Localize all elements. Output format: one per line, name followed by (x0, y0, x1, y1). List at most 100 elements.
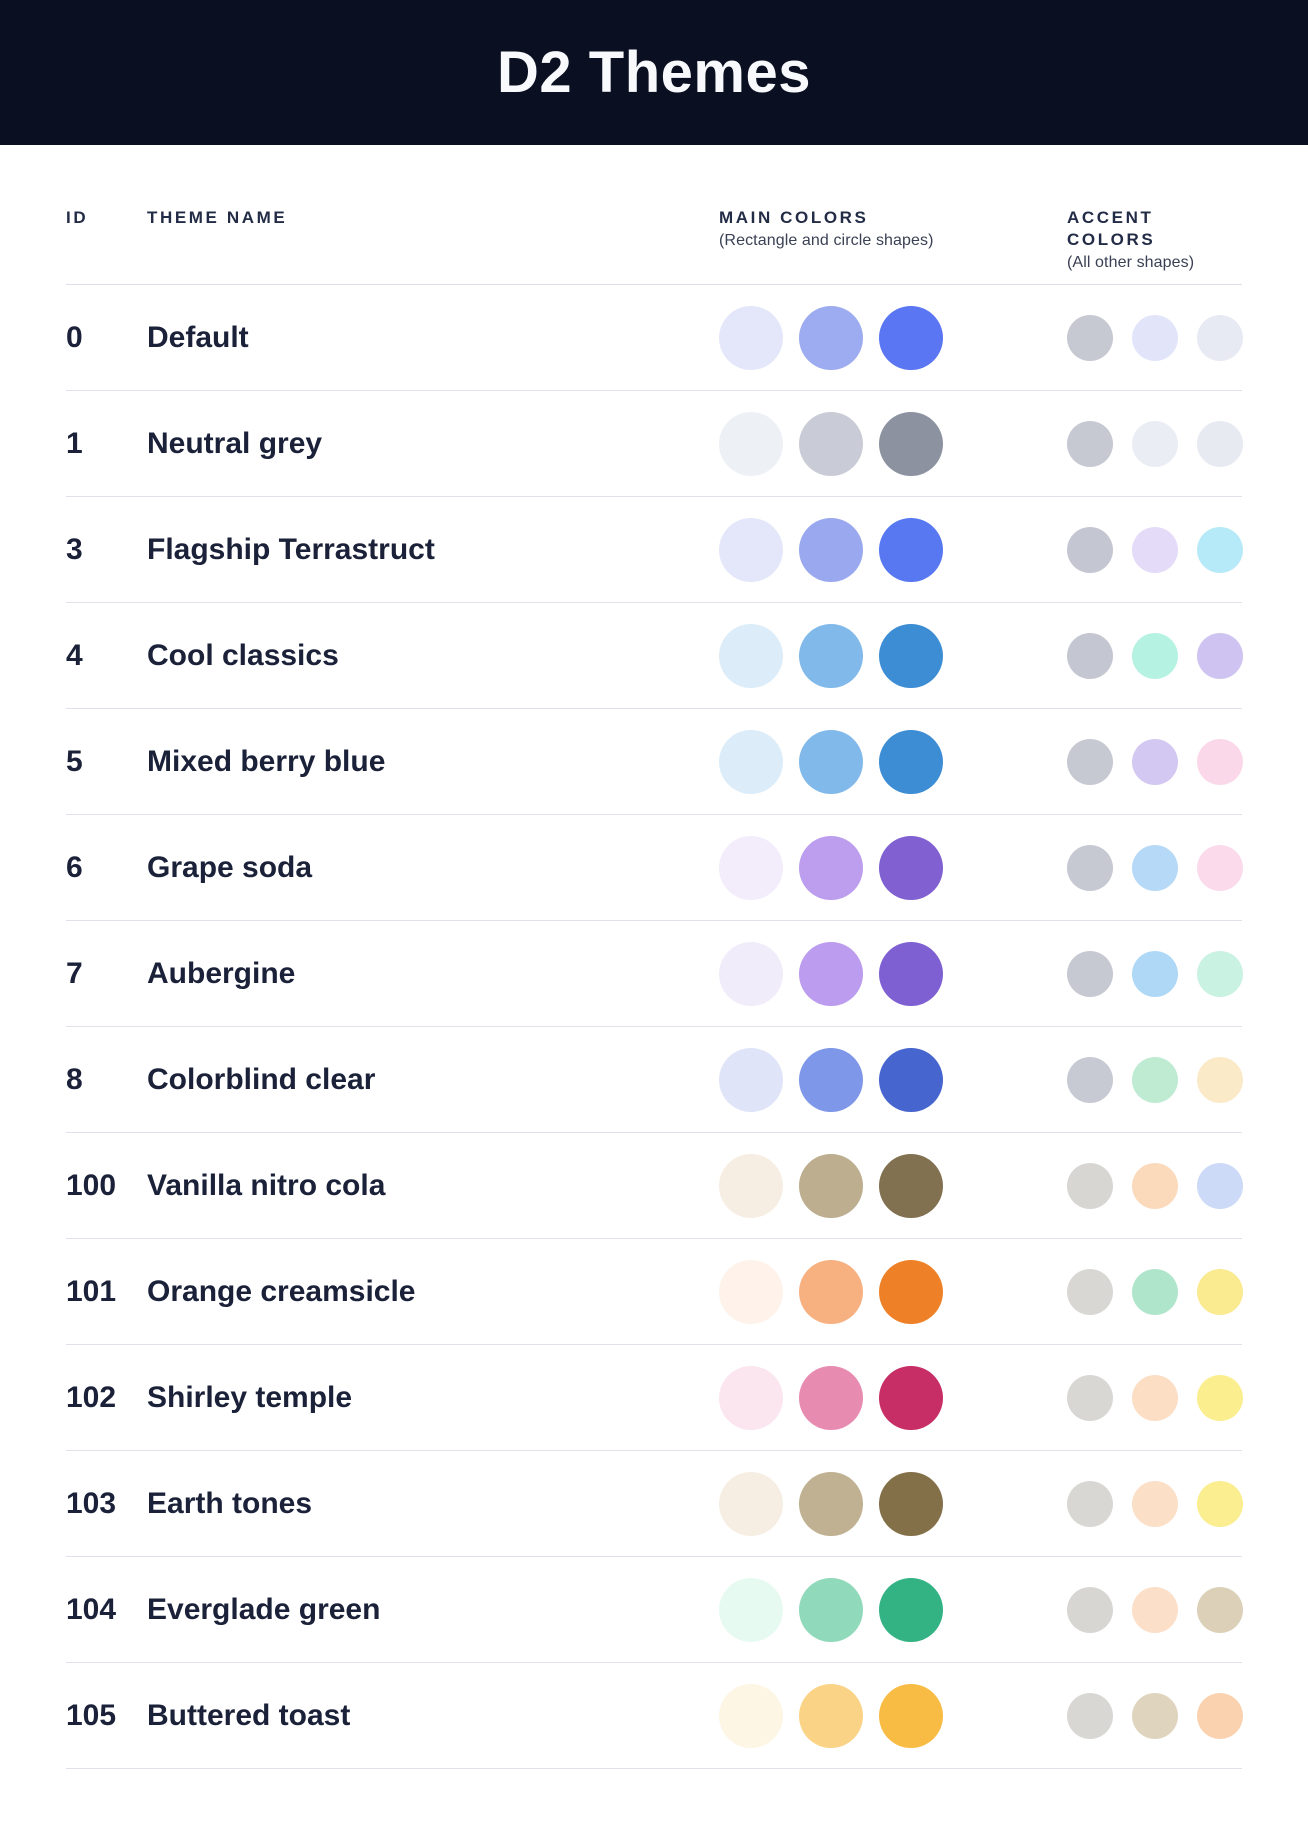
main-color-swatch-3 (879, 623, 943, 688)
theme-name: Buttered toast (147, 1698, 351, 1732)
accent-color-swatch-3 (1197, 314, 1243, 361)
main-color-swatch-1 (719, 835, 783, 900)
accent-color-swatches (1067, 1056, 1243, 1103)
main-colors-sublabel: (Rectangle and circle shapes) (719, 232, 934, 249)
main-color-swatches (719, 1259, 1067, 1324)
theme-id: 103 (66, 1486, 117, 1520)
theme-row-aubergine: 7 Aubergine (66, 921, 1243, 1027)
accent-color-swatches (1067, 1586, 1243, 1633)
main-color-swatch-1 (719, 1471, 783, 1536)
main-color-swatch-3 (879, 1683, 943, 1748)
main-color-swatch-2 (799, 835, 863, 900)
accent-color-swatches (1067, 844, 1243, 891)
theme-id: 0 (66, 320, 83, 354)
main-color-swatch-3 (879, 517, 943, 582)
main-color-swatch-1 (719, 1259, 783, 1324)
main-color-swatch-1 (719, 517, 783, 582)
main-color-swatch-1 (719, 729, 783, 794)
main-color-swatch-3 (879, 1047, 943, 1112)
accent-color-swatch-1 (1067, 950, 1113, 997)
main-color-swatch-2 (799, 1153, 863, 1218)
accent-color-swatches (1067, 314, 1243, 361)
theme-id: 101 (66, 1274, 117, 1308)
theme-name: Grape soda (147, 850, 313, 884)
main-color-swatches (719, 1577, 1067, 1642)
accent-color-swatch-1 (1067, 1162, 1113, 1209)
main-color-swatches (719, 1365, 1067, 1430)
theme-id: 7 (66, 956, 83, 990)
accent-color-swatch-3 (1197, 738, 1243, 785)
main-color-swatch-2 (799, 1365, 863, 1430)
accent-color-swatch-3 (1197, 632, 1243, 679)
theme-row-grape-soda: 6 Grape soda (66, 815, 1243, 921)
accent-color-swatch-3 (1197, 1480, 1243, 1527)
theme-row-flagship-terrastruct: 3 Flagship Terrastruct (66, 497, 1243, 603)
accent-color-swatch-2 (1132, 950, 1178, 997)
main-color-swatch-2 (799, 1047, 863, 1112)
main-color-swatch-1 (719, 1047, 783, 1112)
theme-row-buttered-toast: 105 Buttered toast (66, 1663, 1243, 1769)
theme-name: Everglade green (147, 1592, 381, 1626)
page-title: D2 Themes (497, 40, 811, 105)
main-color-swatch-2 (799, 517, 863, 582)
theme-row-earth-tones: 103 Earth tones (66, 1451, 1243, 1557)
theme-id: 1 (66, 426, 83, 460)
column-header-id: ID (66, 208, 89, 227)
accent-color-swatches (1067, 1374, 1243, 1421)
accent-color-swatch-2 (1132, 314, 1178, 361)
main-color-swatches (719, 729, 1067, 794)
main-color-swatches (719, 941, 1067, 1006)
accent-color-swatch-2 (1132, 1374, 1178, 1421)
theme-row-shirley-temple: 102 Shirley temple (66, 1345, 1243, 1451)
accent-color-swatch-1 (1067, 420, 1113, 467)
accent-color-swatch-1 (1067, 1692, 1113, 1739)
theme-id: 105 (66, 1698, 117, 1732)
accent-color-swatches (1067, 1480, 1243, 1527)
theme-row-mixed-berry-blue: 5 Mixed berry blue (66, 709, 1243, 815)
main-color-swatches (719, 305, 1067, 370)
accent-color-swatch-2 (1132, 526, 1178, 573)
accent-color-swatches (1067, 1268, 1243, 1315)
main-color-swatch-1 (719, 1577, 783, 1642)
theme-row-cool-classics: 4 Cool classics (66, 603, 1243, 709)
theme-id: 8 (66, 1062, 83, 1096)
theme-name: Orange creamsicle (147, 1274, 416, 1308)
main-color-swatch-1 (719, 305, 783, 370)
main-color-swatches (719, 623, 1067, 688)
main-color-swatch-2 (799, 1471, 863, 1536)
accent-color-swatch-2 (1132, 1056, 1178, 1103)
theme-name: Cool classics (147, 638, 339, 672)
accent-color-swatches (1067, 526, 1243, 573)
main-color-swatch-3 (879, 305, 943, 370)
main-color-swatch-2 (799, 941, 863, 1006)
main-color-swatch-2 (799, 729, 863, 794)
accent-color-swatch-1 (1067, 738, 1113, 785)
themes-table: ID THEME NAME MAIN COLORS (Rectangle and… (66, 145, 1243, 1769)
accent-color-swatch-3 (1197, 1374, 1243, 1421)
theme-name: Mixed berry blue (147, 744, 386, 778)
main-color-swatch-1 (719, 1153, 783, 1218)
theme-id: 3 (66, 532, 83, 566)
theme-id: 6 (66, 850, 83, 884)
main-color-swatch-3 (879, 1577, 943, 1642)
main-color-swatch-3 (879, 1153, 943, 1218)
main-color-swatches (719, 1683, 1067, 1748)
accent-color-swatch-3 (1197, 526, 1243, 573)
theme-name: Earth tones (147, 1486, 313, 1520)
main-color-swatch-2 (799, 411, 863, 476)
accent-color-swatch-2 (1132, 1268, 1178, 1315)
accent-color-swatch-2 (1132, 1692, 1178, 1739)
accent-color-swatch-3 (1197, 950, 1243, 997)
accent-color-swatches (1067, 1162, 1243, 1209)
accent-color-swatch-2 (1132, 1162, 1178, 1209)
main-color-swatches (719, 517, 1067, 582)
main-color-swatches (719, 411, 1067, 476)
accent-color-swatches (1067, 738, 1243, 785)
column-header-main-colors: MAIN COLORS (Rectangle and circle shapes… (719, 207, 1067, 251)
page-header: D2 Themes (0, 0, 1308, 145)
accent-colors-label: ACCENT COLORS (1067, 208, 1156, 249)
main-color-swatch-2 (799, 623, 863, 688)
accent-color-swatch-1 (1067, 1586, 1113, 1633)
main-color-swatch-3 (879, 1471, 943, 1536)
accent-color-swatch-2 (1132, 844, 1178, 891)
